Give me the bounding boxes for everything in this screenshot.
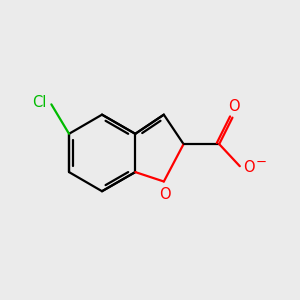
Text: O: O <box>228 99 240 114</box>
Text: O: O <box>243 160 255 175</box>
Text: −: − <box>256 156 267 169</box>
Text: O: O <box>160 187 171 202</box>
Text: Cl: Cl <box>33 95 47 110</box>
